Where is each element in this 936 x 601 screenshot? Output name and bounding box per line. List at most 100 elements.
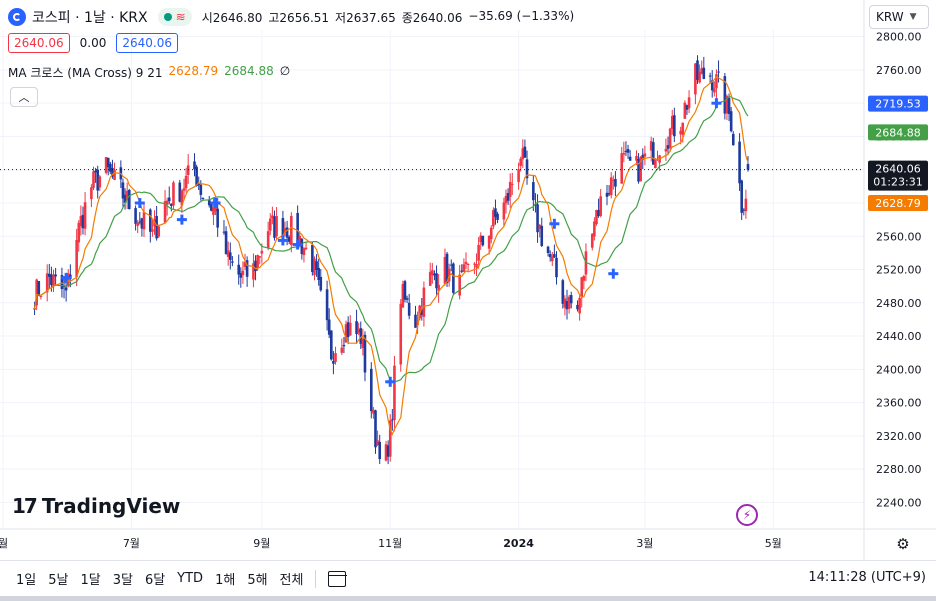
candle-body: [302, 248, 306, 256]
candle: [685, 104, 689, 115]
candle: [302, 247, 306, 263]
candle-body: [679, 130, 682, 135]
candle: [481, 235, 485, 247]
range-1y-button[interactable]: 1해: [215, 573, 236, 588]
candle-body: [79, 216, 83, 227]
candle-body: [546, 246, 550, 253]
candle-body: [180, 190, 184, 206]
candle-body: [357, 329, 360, 333]
range-5d-button[interactable]: 5날: [48, 573, 69, 588]
tradingview-mark-icon: 17: [12, 494, 38, 518]
y-tick-label: 2400.00: [876, 363, 922, 376]
candle-body: [685, 105, 689, 110]
candle: [357, 322, 360, 336]
symbol-title[interactable]: 코스피 · 1날 · KRX: [32, 10, 148, 26]
candle: [325, 280, 329, 331]
market-status-badge[interactable]: ≋: [157, 8, 192, 26]
candle: [37, 280, 41, 297]
candle-body: [567, 296, 571, 309]
clock-timezone[interactable]: 14:11:28 (UTC+9): [808, 570, 926, 585]
price-chart[interactable]: 2240.00 2280.00 2320.00 2360.00 2400.00 2440.…: [0, 0, 936, 560]
range-3m-button[interactable]: 3달: [112, 573, 133, 588]
crosshair-price-tag: 2719.53: [868, 95, 928, 112]
candle-body: [77, 222, 81, 243]
ma-cross-marker: [711, 98, 722, 109]
candle: [254, 255, 257, 281]
buy-button[interactable]: 2640.06: [116, 33, 178, 53]
candle: [348, 314, 352, 336]
candle-body: [506, 193, 510, 201]
candle-body: [519, 158, 523, 166]
candle: [624, 141, 628, 157]
candle-body: [127, 190, 131, 210]
candle: [52, 269, 55, 293]
range-ytd-button[interactable]: YTD: [177, 571, 204, 586]
candle-body: [744, 198, 748, 212]
candle-body: [612, 180, 615, 182]
candle: [96, 165, 100, 199]
candle: [311, 241, 314, 276]
indicator-extra-value: ∅: [279, 64, 291, 78]
candle-body: [151, 229, 154, 232]
candle-body: [428, 271, 432, 286]
candle: [407, 293, 411, 320]
candle-body: [525, 159, 529, 179]
candle: [401, 280, 405, 308]
candle: [136, 219, 139, 234]
candle-body: [599, 196, 602, 216]
ma-fast-value: 2628.79: [168, 64, 219, 78]
candle-body: [713, 88, 716, 93]
sell-button[interactable]: 2640.06: [8, 33, 70, 53]
candle-body: [241, 270, 245, 276]
lightning-icon[interactable]: ⚡: [736, 504, 758, 526]
candle: [548, 250, 552, 262]
candle: [710, 70, 714, 98]
candle-body: [275, 216, 278, 237]
currency-selector[interactable]: KRW ▼: [869, 5, 929, 29]
candle: [738, 133, 741, 191]
collapse-legend-button[interactable]: ︿: [10, 87, 38, 107]
range-5y-button[interactable]: 5해: [247, 573, 268, 588]
candle-body: [391, 419, 394, 421]
candle: [127, 188, 131, 210]
candle-body: [268, 218, 272, 231]
candle-body: [62, 285, 66, 287]
candle: [715, 69, 718, 100]
candle-body: [407, 302, 411, 316]
candle-body: [201, 198, 205, 200]
candle-body: [300, 238, 304, 255]
candle: [517, 162, 520, 190]
candle: [597, 198, 600, 218]
candle: [195, 164, 198, 187]
ma-cross-marker: [292, 239, 303, 250]
candle: [595, 209, 598, 226]
candle: [165, 197, 169, 216]
range-all-button[interactable]: 전체: [279, 573, 304, 588]
candle-body: [578, 297, 581, 314]
candle-body: [172, 182, 175, 206]
calendar-icon[interactable]: [327, 570, 347, 587]
range-6m-button[interactable]: 6달: [144, 573, 166, 588]
candle-body: [157, 226, 161, 237]
candle: [664, 138, 668, 161]
candle: [290, 212, 293, 253]
candle: [172, 180, 175, 210]
indicator-legend[interactable]: MA 크로스 (MA Cross) 9 21 2628.79 2684.88 ∅: [8, 64, 290, 81]
range-1m-button[interactable]: 1달: [80, 573, 101, 588]
candle: [237, 254, 241, 285]
candle-body: [479, 235, 483, 243]
y-tick-label: 2800.00: [876, 31, 922, 44]
candle-body: [346, 322, 350, 337]
candle-body: [384, 444, 388, 461]
y-tick-label: 2520.00: [876, 264, 922, 277]
candle-body: [304, 247, 308, 250]
gear-icon[interactable]: ⚙: [896, 535, 910, 553]
candle: [553, 244, 556, 258]
range-1d-button[interactable]: 1일: [16, 573, 37, 588]
candle: [694, 63, 697, 105]
tradingview-logo[interactable]: 17 TradingView: [12, 494, 180, 518]
candle-body: [609, 177, 613, 196]
candle-body: [624, 150, 628, 152]
candle-body: [635, 155, 638, 161]
candle-body: [378, 441, 382, 460]
